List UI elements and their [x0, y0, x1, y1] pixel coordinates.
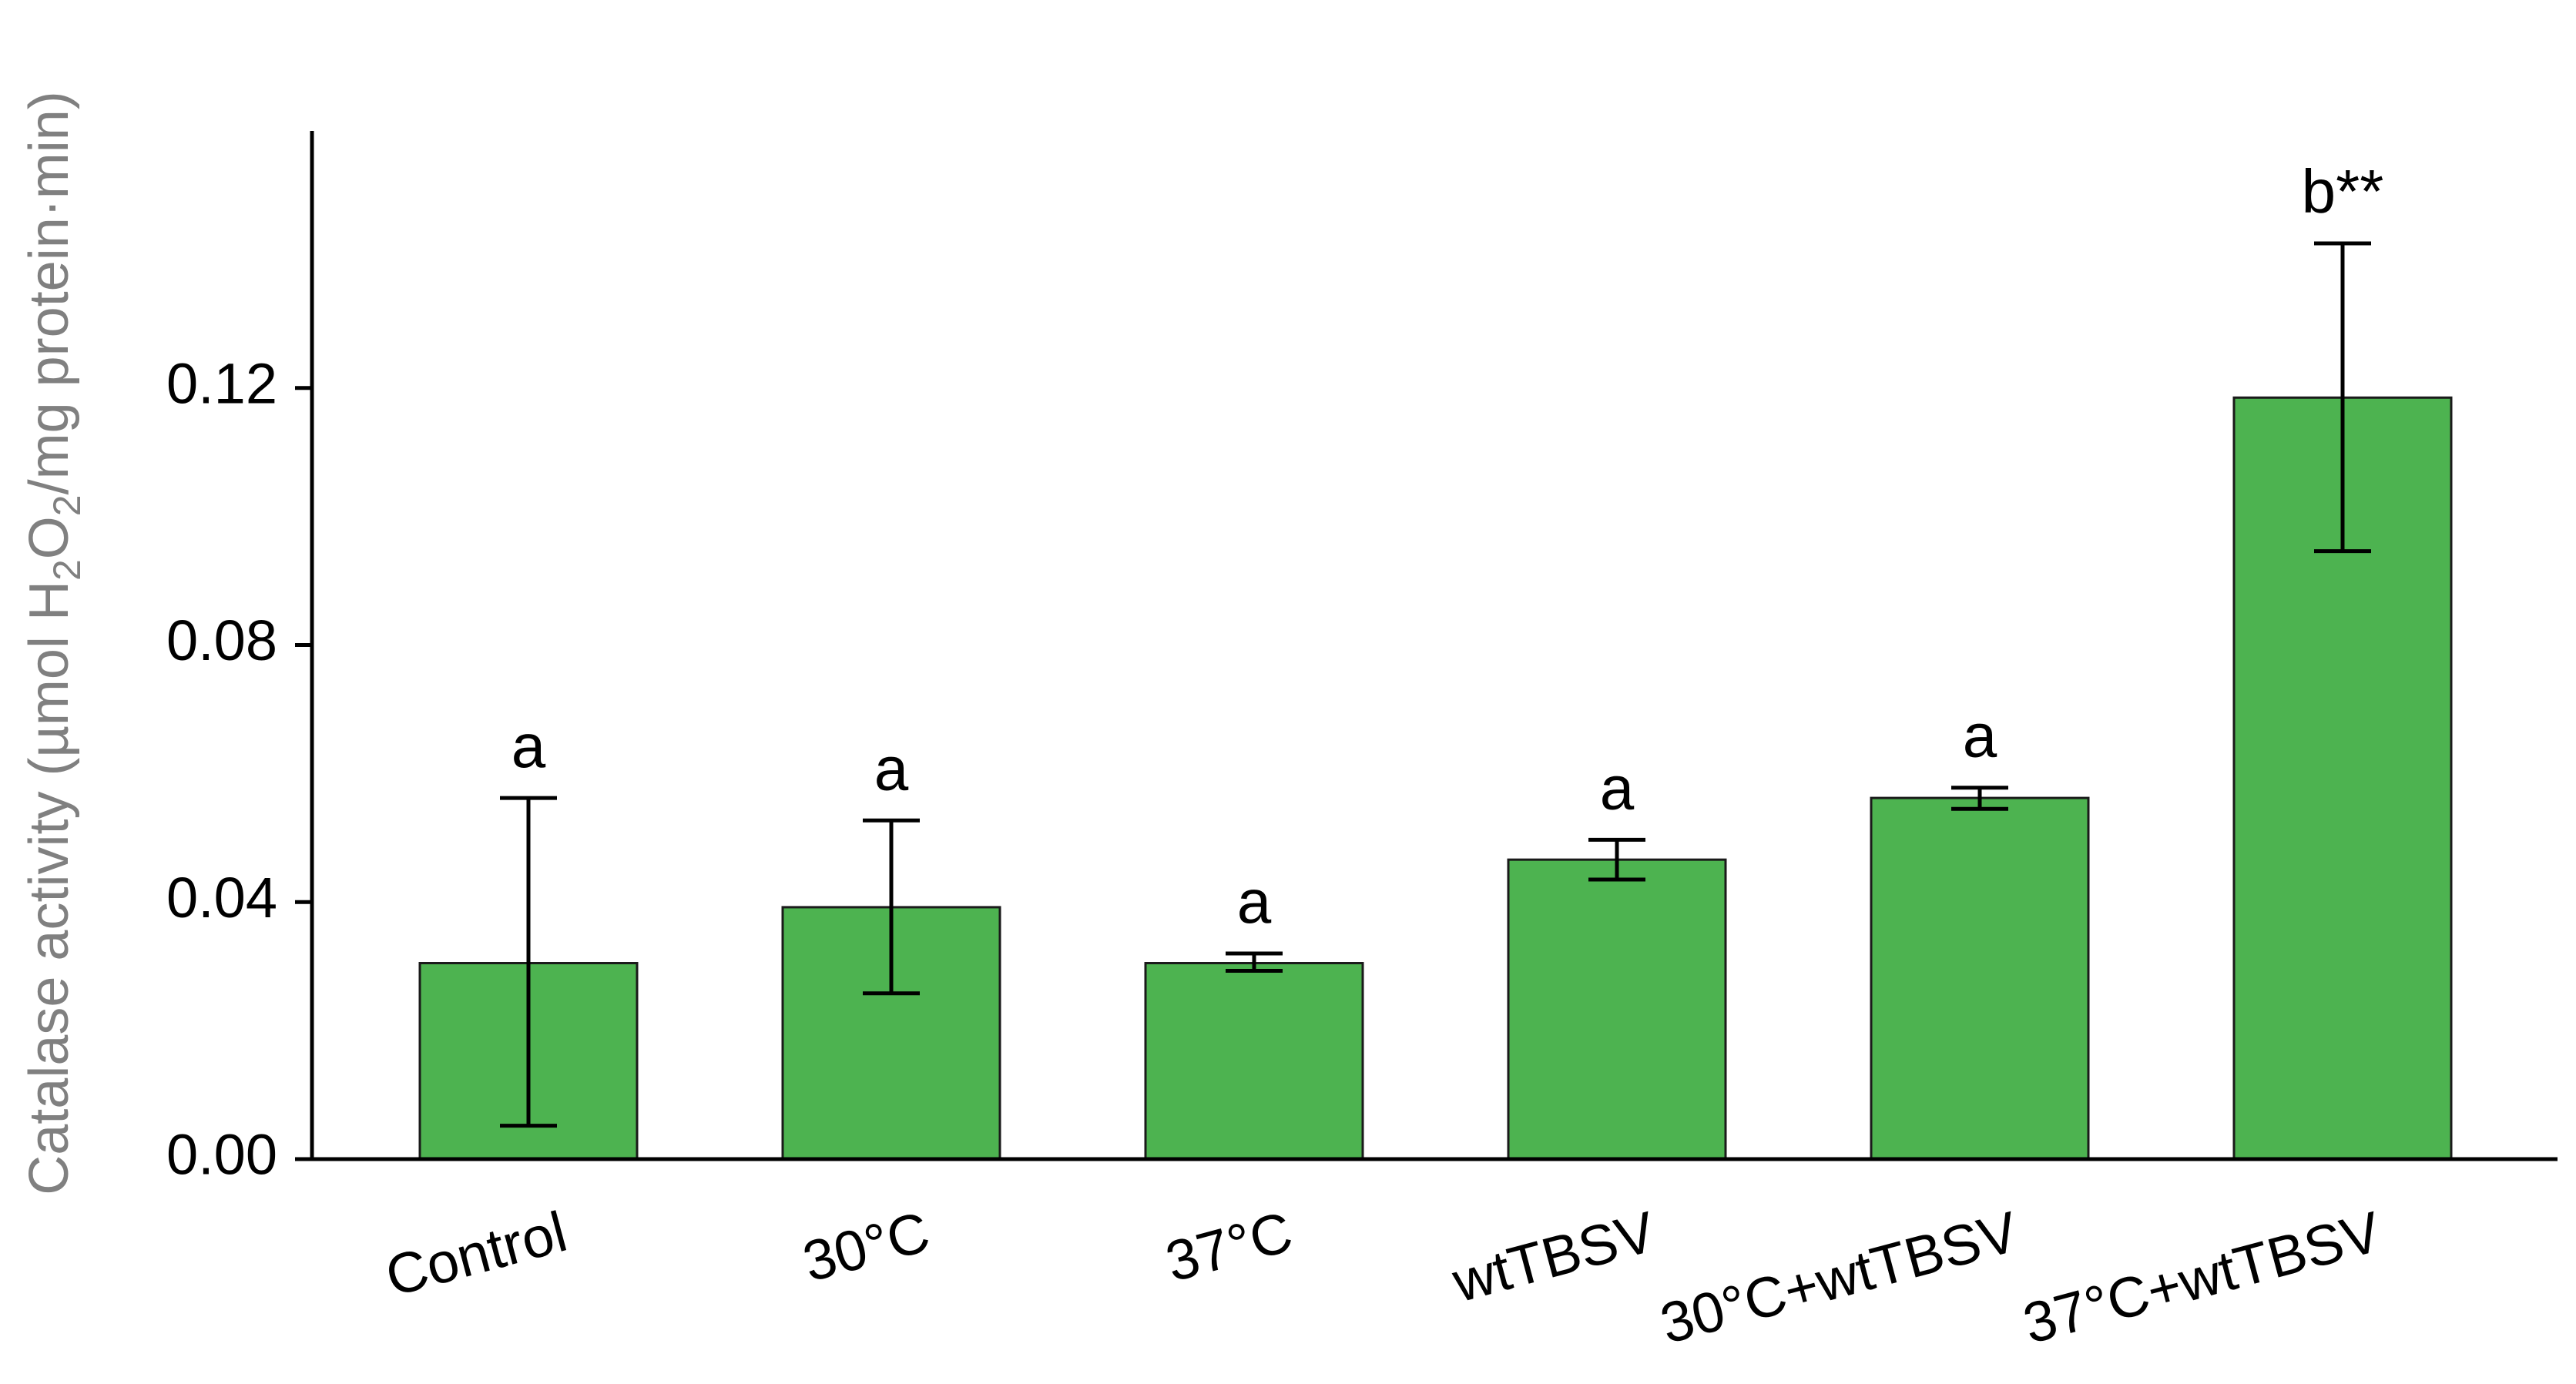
y-tick-label-2: 0.08: [166, 608, 277, 672]
x-tick-label-5: 37°C+wtTBSV: [2017, 1199, 2388, 1356]
x-tick-label-4: 30°C+wtTBSV: [1654, 1199, 2025, 1356]
error-bar-5: [2314, 241, 2371, 554]
error-bar-1: [863, 818, 920, 996]
error-bars-layer: [500, 241, 2371, 1128]
x-tick-label-3: wtTBSV: [1445, 1199, 1662, 1315]
y-axis-label: Catalase activity (µmol H2O2/mg protein·…: [18, 91, 89, 1195]
y-axis-label-part: O: [18, 516, 80, 559]
y-tick-label-3: 0.12: [166, 351, 277, 415]
y-tick-label-0: 0.00: [166, 1123, 277, 1187]
significance-label-3: a: [1600, 753, 1635, 822]
significance-label-4: a: [1963, 702, 1997, 770]
y-axis-label-subscript: 2: [45, 559, 89, 581]
y-axis-label-part: /mg protein·min): [18, 91, 80, 494]
x-tick-label-1: 30°C: [797, 1199, 936, 1294]
y-tick-label-1: 0.04: [166, 866, 277, 930]
significance-labels-layer: a a a a a b**: [512, 157, 2384, 936]
axes-layer: [310, 131, 2558, 1161]
significance-label-2: a: [1237, 867, 1272, 936]
bar-2: [1144, 962, 1364, 1161]
significance-label-5: b**: [2302, 157, 2384, 226]
x-tick-label-2: 37°C: [1159, 1199, 1299, 1294]
significance-label-1: a: [874, 734, 909, 803]
error-bar-2: [1226, 951, 1283, 973]
significance-label-0: a: [512, 712, 546, 780]
y-axis-label-subscript: 2: [45, 494, 89, 516]
x-category-labels-layer: Control 30°C 37°C wtTBSV30°C+wtTBSV37°C+wtT…: [379, 1199, 2388, 1356]
y-axis-label-part: Catalase activity (µmol H: [18, 581, 80, 1195]
y-ticks-layer: 0.00 0.04 0.08 0.12: [166, 351, 312, 1187]
error-bar-3: [1588, 837, 1645, 882]
x-tick-label-0: Control: [379, 1199, 573, 1309]
error-bar-4: [1951, 786, 2008, 811]
bar-3: [1507, 858, 1727, 1161]
error-bar-0: [500, 796, 557, 1128]
bar-4: [1870, 796, 2090, 1161]
bars-layer: [418, 396, 2453, 1161]
